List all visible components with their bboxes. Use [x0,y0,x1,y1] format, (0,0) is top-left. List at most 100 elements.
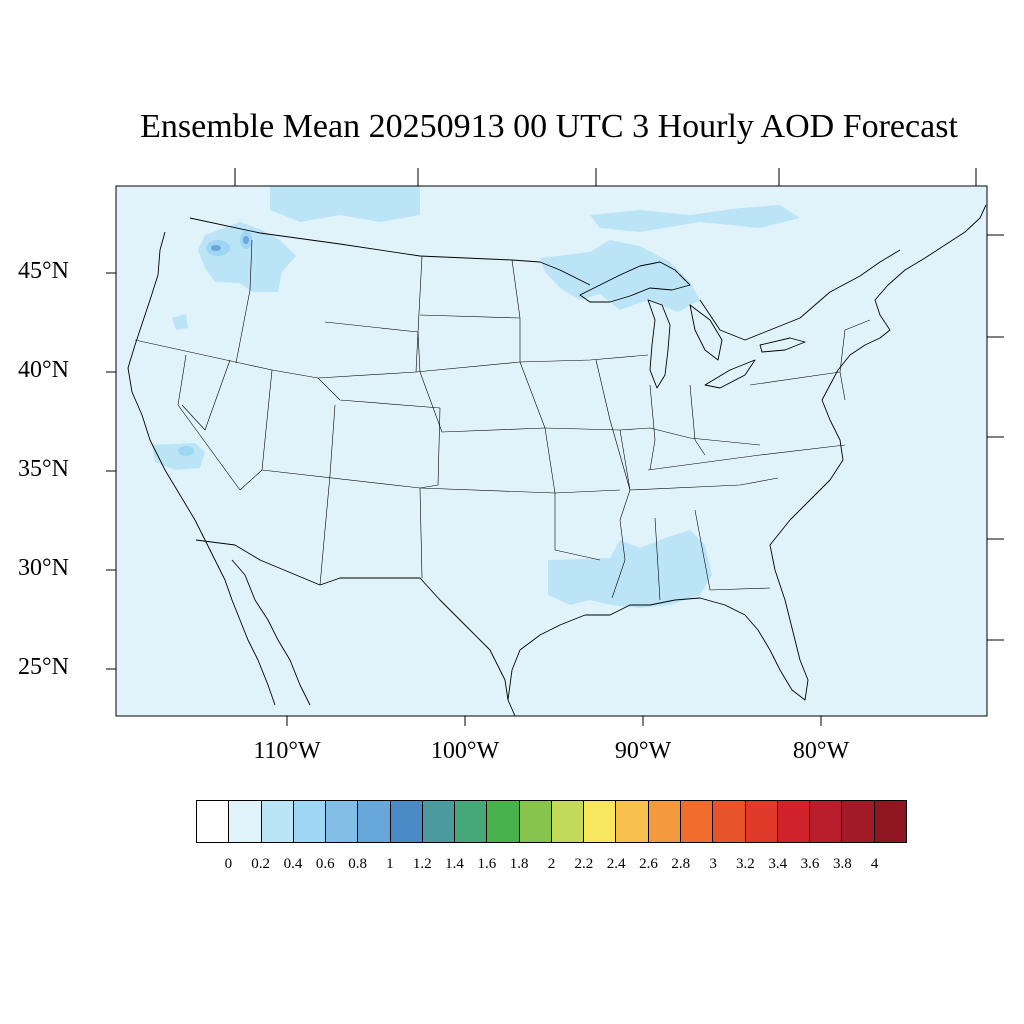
lat-label: 30°N [18,555,69,581]
colorbar-tick-label: 2.6 [639,856,658,872]
colorbar-tick-label: 0.2 [251,856,270,872]
state-border [839,319,871,373]
colorbar-tick-label: 3.6 [800,856,820,872]
colorbar-tick-label: 1.6 [477,856,497,872]
colorbar-tick-label: 1.8 [509,856,529,872]
colorbar-tick-label: 2 [547,856,556,872]
colorbar-tick-label: 1.2 [412,856,432,872]
colorbar-swatch [422,801,456,842]
state-border [317,321,419,379]
map-title: Ensemble Mean 20250913 00 UTC 3 Hourly A… [140,108,958,145]
lake-huron [689,304,723,361]
lon-label: 80°W [792,738,850,764]
plume-great-lakes [540,240,700,312]
state-border [544,427,761,446]
lake-erie [704,359,756,389]
plume-peak-id [243,236,249,244]
lat-label: 40°N [18,357,69,383]
state-border [235,239,253,364]
colorbar-swatch [455,801,488,842]
state-border [319,404,336,586]
gulf-coast [507,597,809,701]
colorbar-swatch [519,801,552,842]
lat-label: 35°N [18,456,69,482]
gulf-of-california [231,559,311,706]
plume-canada-east [590,205,800,232]
colorbar [196,800,907,843]
state-borders [134,239,871,601]
colorbar-swatch [680,801,714,842]
plume-northwest [198,222,296,292]
colorbar-swatch [261,801,294,842]
west-coast [127,231,276,706]
map-outlines [127,204,987,717]
colorbar-tick-label: 4 [870,856,879,872]
us-canada-border-east [699,249,901,341]
colorbar-tick-label: 0 [224,856,233,872]
colorbar-tick-label: 3 [709,856,717,872]
aod-plumes-peak [211,236,249,251]
colorbar-tick-label: 2.4 [606,856,626,872]
state-border [595,359,631,491]
colorbar-swatch [293,801,327,842]
colorbar-swatch [487,801,520,842]
colorbar-tick-label: 2.2 [574,856,594,872]
mexico-border [195,539,516,717]
lake-michigan [647,299,671,389]
state-border [689,384,706,456]
state-border [177,354,241,491]
state-border [239,362,273,491]
colorbar-tick-label: 0.8 [348,856,367,872]
state-border [417,255,546,433]
axis-ticks [106,168,1004,726]
state-border [654,517,661,601]
colorbar-swatch [197,801,230,842]
lon-label: 110°W [253,738,321,764]
us-canada-border [189,217,591,286]
colorbar-swatch [810,801,843,842]
state-border [694,509,771,591]
colorbar-swatch [874,801,906,842]
colorbar-tick-label: 3.8 [832,856,852,872]
state-border [419,314,521,319]
colorbar-tick-label: 1 [386,856,394,872]
aod-plumes [152,186,800,608]
lake-ontario [759,337,806,353]
colorbar-tick-label: 0.6 [315,856,335,872]
plume-gulf [548,530,712,608]
lat-label: 25°N [18,654,69,680]
state-border [271,369,441,409]
state-border [647,444,846,471]
lon-label: 90°W [614,738,672,764]
colorbar-swatch [745,801,778,842]
plume-peak-wa [211,245,221,251]
colorbar-tick-label: 1.4 [445,856,464,872]
plume-core-ca [178,446,194,456]
state-border [134,339,241,364]
colorbar-swatch [777,801,811,842]
state-border [629,477,779,491]
lon-label: 100°W [430,738,500,764]
state-border [611,429,631,599]
map-frame [115,185,988,717]
plume-oregon [172,314,188,330]
colorbar-tick-label: 3.4 [768,856,788,872]
state-border [649,384,656,471]
colorbar-swatch [616,801,649,842]
colorbar-swatch [713,801,746,842]
plume-canada-west [270,186,420,222]
colorbar-swatch [648,801,681,842]
colorbar-swatch [326,801,359,842]
colorbar-swatch [390,801,423,842]
colorbar-tick-label: 0.4 [283,856,303,872]
state-border [415,354,649,373]
state-border [261,469,621,494]
colorbar-swatch [551,801,585,842]
state-border [419,407,441,579]
colorbar-tick-label: 2.8 [671,856,691,872]
colorbar-swatch [842,801,875,842]
colorbar-swatch [229,801,262,842]
state-border [181,359,231,431]
lat-label: 45°N [18,258,69,284]
